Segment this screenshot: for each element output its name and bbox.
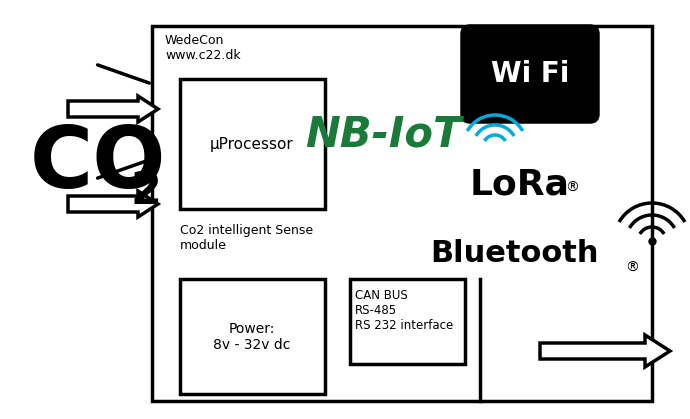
- Text: NB-IoT: NB-IoT: [305, 113, 462, 155]
- Text: Wi Fi: Wi Fi: [491, 60, 569, 88]
- FancyBboxPatch shape: [462, 26, 598, 122]
- Text: Bluetooth: Bluetooth: [430, 240, 598, 269]
- Text: CAN BUS
RS-485
RS 232 interface: CAN BUS RS-485 RS 232 interface: [355, 289, 453, 332]
- FancyBboxPatch shape: [152, 26, 652, 401]
- Text: WedeCon
www.c22.dk: WedeCon www.c22.dk: [165, 34, 241, 62]
- Text: LoRa: LoRa: [470, 167, 570, 201]
- Polygon shape: [540, 335, 670, 367]
- Text: Co2 intelligent Sense
module: Co2 intelligent Sense module: [180, 224, 313, 252]
- Polygon shape: [68, 191, 158, 217]
- Polygon shape: [68, 96, 158, 122]
- Text: ®: ®: [625, 261, 639, 275]
- FancyBboxPatch shape: [180, 79, 325, 209]
- FancyBboxPatch shape: [350, 279, 465, 364]
- Text: μProcessor: μProcessor: [210, 137, 294, 152]
- Text: 2: 2: [130, 170, 161, 212]
- FancyBboxPatch shape: [180, 279, 325, 394]
- Text: Power:
8v - 32v dc: Power: 8v - 32v dc: [213, 322, 290, 352]
- Text: ®: ®: [565, 181, 579, 195]
- Text: CO: CO: [30, 122, 166, 205]
